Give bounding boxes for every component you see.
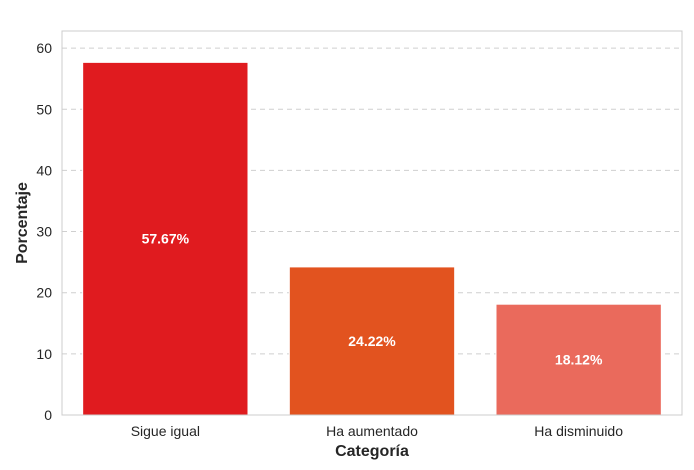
x-tick-label: Ha disminuido (534, 423, 623, 439)
y-tick-labels: 0 10 20 30 40 50 60 (36, 40, 52, 423)
y-tick-label: 30 (36, 224, 52, 240)
bar-value-label: 18.12% (555, 352, 603, 368)
x-tick-labels: Sigue igual Ha aumentado Ha disminuido (131, 423, 624, 439)
y-tick-label: 60 (36, 40, 52, 56)
y-tick-label: 20 (36, 285, 52, 301)
y-axis-title: Porcentaje (14, 182, 31, 264)
bar-value-label: 57.67% (142, 231, 190, 247)
bars (82, 61, 662, 416)
x-axis-title: Categoría (335, 443, 409, 460)
bar-0 (82, 61, 249, 416)
bar-value-labels: 57.67% 24.22% 18.12% (142, 231, 603, 368)
plot-frame (61, 30, 683, 416)
y-tick-label: 10 (36, 346, 52, 362)
y-tick-label: 40 (36, 162, 52, 178)
y-tick-label: 0 (44, 407, 52, 423)
y-tick-label: 50 (36, 101, 52, 117)
x-tick-label: Sigue igual (131, 423, 200, 439)
bar-value-label: 24.22% (348, 333, 396, 349)
x-tick-label: Ha aumentado (326, 423, 418, 439)
